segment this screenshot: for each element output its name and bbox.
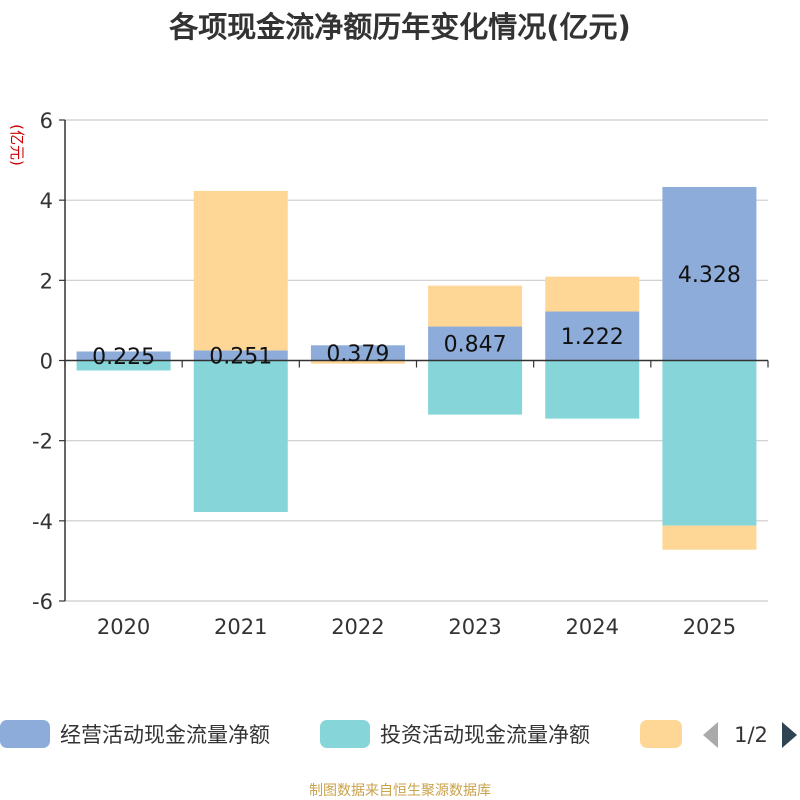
x-tick-label: 2020 (97, 615, 150, 639)
chart-title: 各项现金流净额历年变化情况(亿元) (168, 10, 631, 44)
y-tick-label: -4 (32, 510, 53, 534)
data-label: 4.328 (678, 263, 741, 288)
data-label: 0.225 (92, 345, 155, 370)
x-tick-label: 2022 (331, 615, 384, 639)
bar-2024-series-1[interactable] (545, 360, 640, 419)
source-note: 制图数据来自恒生聚源数据库 (309, 783, 491, 799)
y-tick-label: 4 (40, 189, 53, 213)
y-tick-label: 2 (40, 269, 53, 293)
legend-swatch-0[interactable] (0, 720, 50, 748)
bar-2024-series-0[interactable] (545, 311, 640, 361)
bars (76, 187, 757, 550)
legend-page-indicator: 1/2 (734, 723, 768, 747)
y-tick-label: 0 (40, 350, 53, 374)
x-tick-label: 2024 (566, 615, 619, 639)
bar-2025-series-2[interactable] (662, 525, 757, 550)
bar-2025-series-1[interactable] (662, 360, 757, 526)
bar-2024-series-2[interactable] (545, 276, 640, 312)
data-labels: 0.225 0.251 0.379 0.847 1.222 4.328 (92, 263, 741, 370)
data-label: 1.222 (561, 325, 624, 350)
legend-swatch-1[interactable] (320, 720, 370, 748)
bar-2022-series-2[interactable] (310, 360, 405, 364)
x-tick-label: 2025 (683, 615, 736, 639)
legend-next-icon[interactable] (782, 722, 797, 748)
data-label: 0.251 (209, 344, 272, 369)
bar-2020-series-1[interactable] (76, 360, 171, 371)
bar-2025-series-0[interactable] (662, 187, 757, 361)
legend: 经营活动现金流量净额 投资活动现金流量净额 1/2 (0, 720, 797, 748)
grid-lines (65, 119, 768, 602)
bar-2021-series-1[interactable] (193, 360, 288, 513)
bar-2023-series-2[interactable] (428, 285, 523, 327)
x-tick-label: 2021 (214, 615, 267, 639)
legend-prev-icon[interactable] (703, 722, 718, 748)
bar-2023-series-1[interactable] (428, 360, 523, 415)
data-label: 0.379 (326, 342, 389, 367)
bar-2022-series-0[interactable] (310, 345, 405, 361)
legend-label-1[interactable]: 投资活动现金流量净额 (380, 723, 590, 747)
x-tick-label: 2023 (448, 615, 501, 639)
legend-swatch-2[interactable] (640, 720, 682, 748)
legend-label-0[interactable]: 经营活动现金流量净额 (60, 723, 270, 747)
axes: 6 4 2 0 -2 -4 -6 2020 2021 2022 2023 2024 2025 (32, 109, 769, 639)
bar-2021-series-0[interactable] (193, 350, 288, 361)
bar-2023-series-0[interactable] (428, 326, 523, 361)
bar-2021-series-2[interactable] (193, 190, 288, 351)
y-tick-label: -2 (32, 430, 53, 454)
y-tick-label: -6 (32, 590, 53, 614)
y-tick-label: 6 (40, 109, 53, 133)
bar-2020-series-0[interactable] (76, 351, 171, 361)
y-axis-label: (亿元) (8, 124, 26, 166)
data-label: 0.847 (444, 333, 507, 358)
